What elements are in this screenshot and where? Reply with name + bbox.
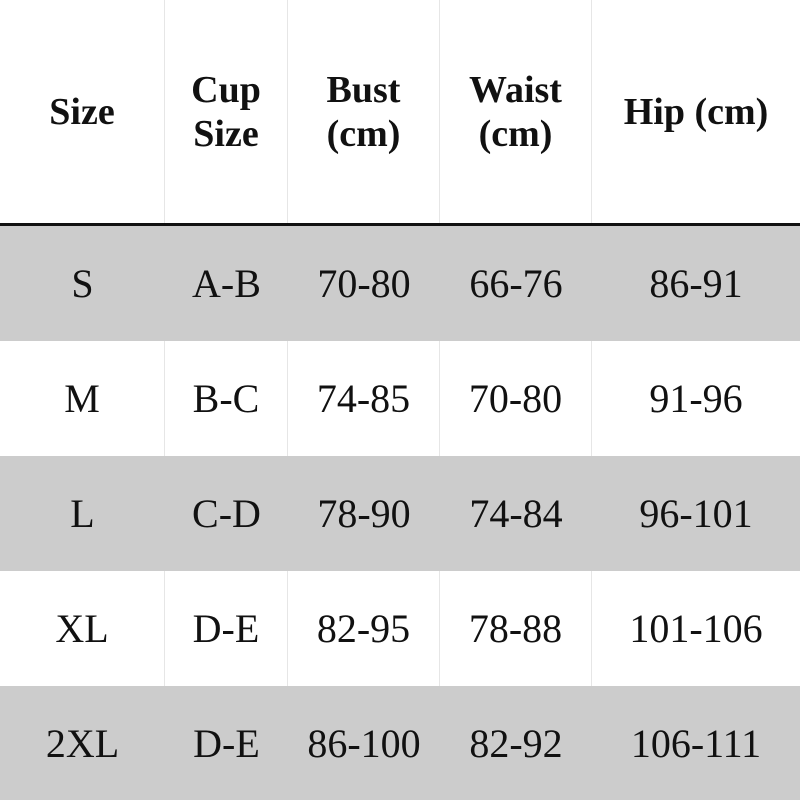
table-cell: 2XL (45, 721, 120, 766)
table-cell: 86-91 (649, 261, 743, 306)
table-cell: 78-88 (440, 571, 592, 686)
table-cell: 82-95 (288, 571, 440, 686)
table-cell: S (71, 261, 94, 306)
table-cell: L (70, 491, 95, 536)
header-row: Size Cup Size Bust (cm) Waist (cm) Hip (cm) (0, 0, 800, 224)
table-cell: 70-80 (440, 341, 592, 456)
table-row: M B-C 74-85 70-80 91-96 (0, 341, 800, 456)
table-cell: 86-100 (307, 721, 421, 766)
column-header: Waist (cm) (440, 0, 592, 224)
table-cell: C-D (192, 491, 261, 536)
table-cell: 82-92 (469, 721, 563, 766)
table-row: 2XL D-E 86-100 82-92 106-111 (0, 686, 800, 800)
table-cell: 74-85 (288, 341, 440, 456)
table-cell: 78-90 (317, 491, 411, 536)
table-cell: 66-76 (469, 261, 563, 306)
table-cell: M (0, 341, 165, 456)
table-row: L C-D 78-90 74-84 96-101 (0, 456, 800, 571)
table-cell: 74-84 (469, 491, 563, 536)
column-header: Size (0, 0, 165, 224)
table-cell: 96-101 (639, 491, 753, 536)
table-cell: 70-80 (317, 261, 411, 306)
header-divider (0, 223, 800, 226)
table-cell: 91-96 (649, 376, 743, 421)
table-cell: D-E (193, 721, 260, 766)
table-cell: D-E (165, 571, 288, 686)
column-header: Bust (cm) (288, 0, 440, 224)
table-row: S A-B 70-80 66-76 86-91 (0, 226, 800, 341)
table-cell: 106-111 (630, 721, 762, 766)
column-header: Cup Size (165, 0, 288, 224)
table-cell: XL (0, 571, 165, 686)
table-cell: A-B (192, 261, 261, 306)
table-cell: B-C (165, 341, 288, 456)
column-header: Hip (cm) (623, 91, 769, 133)
table-cell: 101-106 (629, 606, 763, 651)
table-row: XL D-E 82-95 78-88 101-106 (0, 571, 800, 686)
